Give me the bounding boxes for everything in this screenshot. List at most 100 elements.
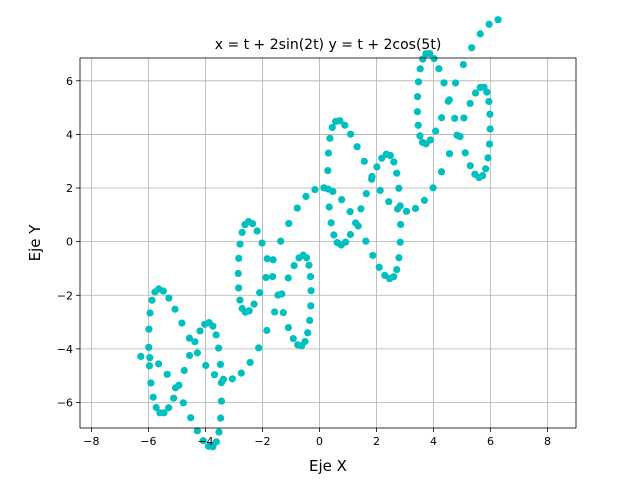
data-point (416, 132, 424, 140)
data-point (234, 269, 242, 278)
data-point (397, 220, 405, 229)
data-point (432, 127, 440, 135)
y-tick-label: 2 (66, 182, 73, 195)
data-point (306, 316, 314, 324)
data-point (357, 205, 365, 213)
y-tick-label: −4 (57, 343, 73, 356)
data-point (216, 360, 225, 369)
data-points (137, 16, 502, 451)
data-point (494, 16, 502, 24)
data-point (274, 291, 282, 299)
data-point (165, 404, 173, 412)
data-point (486, 110, 494, 118)
y-ticks: −6 −4 −2 0 2 4 6 (57, 75, 80, 410)
data-point (155, 360, 163, 368)
data-point (215, 344, 223, 352)
data-point (352, 219, 360, 227)
data-point (250, 300, 258, 308)
data-point (347, 130, 355, 138)
data-point (422, 50, 430, 58)
data-point (395, 184, 403, 192)
data-point (263, 255, 271, 263)
data-point (471, 89, 480, 97)
data-point (277, 237, 285, 245)
data-point (378, 154, 386, 162)
data-point (293, 204, 301, 212)
data-point (324, 149, 333, 157)
data-point (459, 60, 467, 69)
y-tick-label: −6 (57, 397, 73, 410)
data-point (385, 198, 393, 206)
data-point (373, 163, 381, 171)
data-point (245, 307, 253, 315)
data-point (175, 381, 183, 389)
data-point (294, 341, 302, 349)
data-point (326, 134, 334, 142)
data-point (461, 149, 469, 157)
data-point (411, 204, 420, 213)
data-point (279, 309, 287, 317)
data-point (393, 265, 401, 274)
data-point (228, 375, 236, 383)
x-tick-label: 6 (487, 435, 494, 448)
data-point (191, 338, 199, 346)
data-point (256, 289, 264, 297)
data-point (269, 256, 277, 264)
data-point (253, 227, 261, 235)
data-point (179, 399, 187, 407)
data-point (444, 97, 452, 105)
data-point (217, 414, 225, 422)
data-point (476, 30, 484, 38)
data-point (390, 158, 398, 166)
data-point (146, 354, 154, 362)
data-point (263, 326, 271, 335)
data-point (241, 220, 249, 229)
data-point (445, 150, 454, 158)
x-tick-label: 8 (544, 435, 551, 448)
x-tick-label: −8 (83, 435, 99, 448)
data-point (180, 366, 188, 375)
x-tick-label: 4 (430, 435, 437, 448)
data-point (466, 162, 474, 170)
data-point (375, 263, 383, 271)
data-point (396, 238, 404, 246)
data-point (284, 274, 292, 282)
data-point (460, 114, 468, 122)
data-point (338, 196, 346, 204)
data-point (393, 205, 402, 213)
data-point (145, 325, 153, 333)
x-axis-label: Eje X (309, 457, 347, 475)
data-point (305, 261, 313, 269)
data-point (451, 79, 460, 87)
data-point (170, 394, 178, 402)
data-point (333, 238, 341, 247)
data-point (471, 170, 479, 178)
data-point (353, 143, 361, 151)
x-tick-label: −2 (254, 435, 270, 448)
data-point (178, 319, 186, 327)
data-point (212, 438, 220, 446)
data-point (237, 369, 245, 377)
data-point (328, 123, 336, 132)
x-tick-label: 2 (373, 435, 380, 448)
data-point (219, 375, 227, 383)
data-point (413, 93, 422, 101)
data-point (346, 208, 354, 216)
data-point (429, 184, 437, 192)
data-point (468, 44, 476, 52)
data-point (435, 65, 443, 73)
chart-title: x = t + 2sin(2t) y = t + 2cos(5t) (215, 37, 442, 53)
x-tick-label: −6 (140, 435, 156, 448)
data-point (324, 185, 332, 193)
data-point (413, 108, 422, 116)
data-point (159, 287, 167, 295)
data-point (482, 165, 490, 173)
data-point (302, 254, 311, 262)
data-point (368, 172, 376, 181)
data-point (146, 309, 154, 317)
data-point (199, 437, 207, 445)
data-point (171, 305, 179, 313)
data-point (486, 125, 494, 133)
data-point (236, 240, 244, 248)
